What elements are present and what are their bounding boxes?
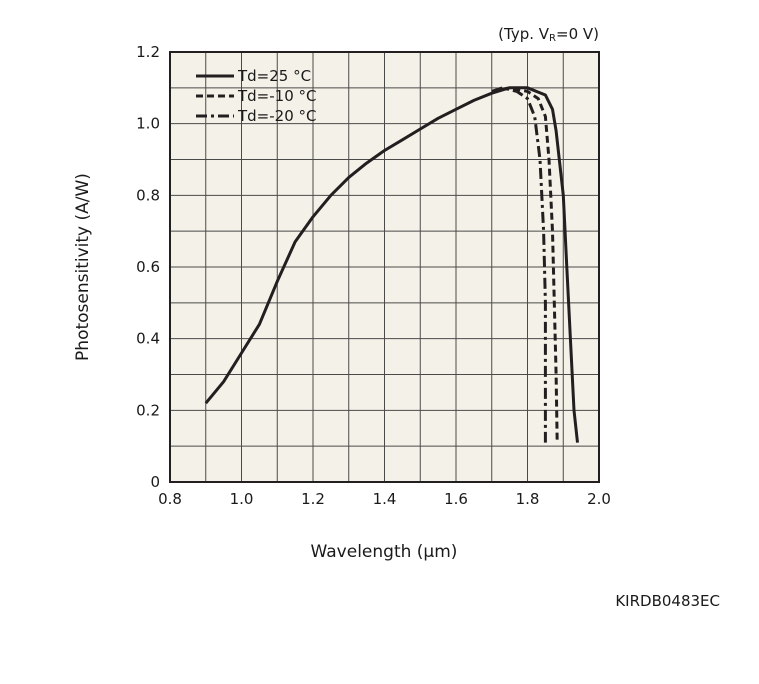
figure-code: KIRDB0483EC: [615, 592, 720, 610]
grid: [170, 52, 599, 482]
x-tick-label: 1.2: [301, 490, 325, 508]
y-axis-label: Photosensitivity (A/W): [73, 173, 93, 361]
series-line: [204, 86, 579, 443]
legend-label: Td=-20 °C: [237, 107, 317, 125]
y-tick-labels: 0 0.2 0.4 0.6 0.8 1.0 1.2: [136, 43, 160, 491]
condition-prefix: (Typ. V: [498, 25, 550, 43]
y-tick-label: 0: [150, 473, 160, 491]
legend: Td=25 °C Td=-10 °C Td=-20 °C: [196, 67, 317, 125]
y-tick-label: 0.8: [136, 186, 160, 204]
series-line: [491, 86, 547, 443]
y-tick-label: 1.0: [136, 115, 160, 133]
condition-label: (Typ. VR=0 V): [498, 25, 599, 44]
x-axis-label: Wavelength (µm): [311, 542, 458, 562]
plot-frame: [169, 51, 600, 483]
condition-subscript: R: [549, 33, 556, 44]
x-tick-label: 1.6: [444, 490, 468, 508]
x-tick-label: 1.0: [230, 490, 254, 508]
y-tick-label: 0.2: [136, 401, 160, 419]
x-tick-label: 2.0: [587, 490, 611, 508]
series-layer: [204, 86, 579, 443]
y-tick-label: 1.2: [136, 43, 160, 61]
x-tick-label: 1.4: [373, 490, 397, 508]
condition-suffix: =0 V): [556, 25, 599, 43]
x-tick-label: 0.8: [158, 490, 182, 508]
y-tick-label: 0.6: [136, 258, 160, 276]
series-line: [491, 86, 559, 443]
legend-label: Td=25 °C: [237, 67, 311, 85]
x-tick-labels: 0.8 1.0 1.2 1.4 1.6 1.8 2.0: [158, 490, 611, 508]
y-tick-label: 0.4: [136, 330, 160, 348]
legend-label: Td=-10 °C: [237, 87, 317, 105]
x-tick-label: 1.8: [516, 490, 540, 508]
